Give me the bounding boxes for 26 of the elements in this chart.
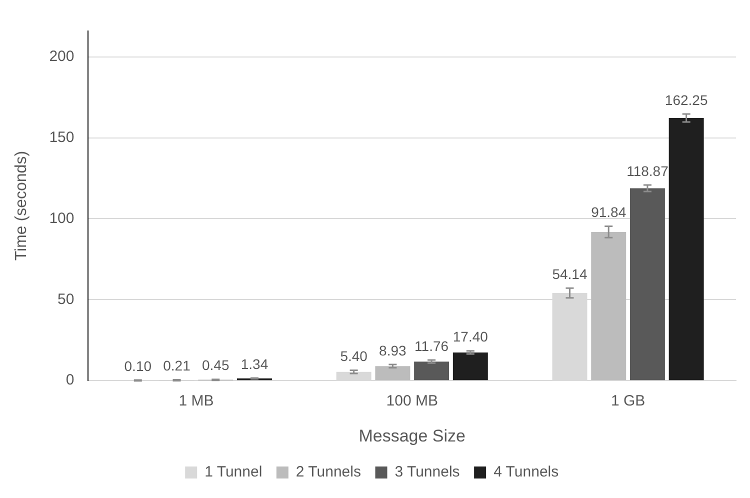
- x-tick-label: 100 MB: [386, 392, 438, 410]
- x-tick-label: 1 MB: [178, 392, 214, 410]
- y-tick-label: 0: [66, 372, 74, 389]
- data-label: 118.87: [626, 162, 669, 179]
- data-label: 5.40: [340, 348, 368, 364]
- data-label: 17.40: [452, 328, 488, 345]
- data-label: 91.84: [591, 204, 626, 220]
- legend-label: 4 Tunnels: [494, 464, 559, 481]
- legend-label: 2 Tunnels: [296, 464, 361, 481]
- y-tick-label: 50: [58, 290, 74, 308]
- y-tick-label: 150: [49, 128, 74, 146]
- legend-label: 1 Tunnel: [204, 464, 262, 481]
- x-axis-title: Message Size: [358, 426, 466, 446]
- data-label: 0.45: [202, 357, 230, 374]
- data-label: 162.25: [664, 92, 708, 108]
- data-label: 1.34: [240, 356, 268, 372]
- data-label: 8.93: [379, 342, 407, 358]
- data-label: 54.14: [552, 266, 588, 282]
- legend-label: 3 Tunnels: [394, 464, 460, 481]
- data-label: 0.10: [124, 358, 152, 374]
- y-axis-title: Time (seconds): [13, 150, 30, 261]
- data-label: 0.21: [163, 358, 191, 374]
- x-tick-label: 1 GB: [610, 392, 646, 410]
- y-tick-label: 100: [49, 210, 74, 227]
- y-tick-label: 200: [49, 48, 74, 66]
- data-label: 11.76: [414, 338, 449, 354]
